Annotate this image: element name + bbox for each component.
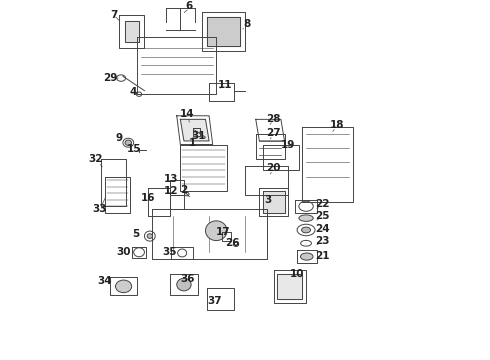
Ellipse shape bbox=[300, 253, 313, 260]
Text: 5: 5 bbox=[132, 229, 139, 239]
Ellipse shape bbox=[147, 234, 152, 238]
Text: 32: 32 bbox=[89, 154, 103, 164]
Text: 30: 30 bbox=[117, 247, 131, 257]
Text: 8: 8 bbox=[243, 19, 250, 29]
Ellipse shape bbox=[299, 215, 313, 221]
Text: 14: 14 bbox=[180, 109, 195, 119]
Text: 6: 6 bbox=[186, 1, 193, 11]
Polygon shape bbox=[124, 21, 139, 42]
Polygon shape bbox=[277, 274, 302, 299]
Text: 34: 34 bbox=[97, 276, 112, 286]
Text: 9: 9 bbox=[115, 133, 122, 143]
Text: 31: 31 bbox=[191, 131, 206, 140]
Ellipse shape bbox=[116, 280, 132, 293]
Text: 26: 26 bbox=[225, 238, 240, 248]
Text: 2: 2 bbox=[180, 185, 188, 195]
Text: 37: 37 bbox=[207, 296, 222, 306]
Polygon shape bbox=[263, 191, 285, 213]
Text: 27: 27 bbox=[266, 128, 280, 138]
Text: 1: 1 bbox=[189, 139, 196, 148]
Text: 17: 17 bbox=[216, 227, 231, 237]
Ellipse shape bbox=[177, 278, 191, 291]
Text: 24: 24 bbox=[315, 224, 330, 234]
Text: 10: 10 bbox=[290, 269, 304, 279]
Text: 22: 22 bbox=[315, 199, 329, 209]
Text: 16: 16 bbox=[141, 193, 155, 203]
Ellipse shape bbox=[125, 140, 131, 145]
Text: 36: 36 bbox=[180, 274, 195, 284]
Text: 12: 12 bbox=[164, 186, 179, 196]
Ellipse shape bbox=[205, 221, 227, 240]
Text: 13: 13 bbox=[164, 174, 179, 184]
Text: 21: 21 bbox=[315, 251, 329, 261]
Text: 3: 3 bbox=[265, 195, 272, 205]
Text: 7: 7 bbox=[110, 10, 118, 20]
Text: 35: 35 bbox=[162, 247, 177, 257]
Text: 33: 33 bbox=[92, 204, 107, 214]
Text: 29: 29 bbox=[103, 73, 118, 83]
Text: 23: 23 bbox=[315, 237, 329, 247]
Text: 18: 18 bbox=[329, 120, 344, 130]
Text: 15: 15 bbox=[126, 144, 141, 154]
Text: 28: 28 bbox=[267, 114, 281, 123]
Text: 25: 25 bbox=[315, 211, 329, 221]
Polygon shape bbox=[180, 120, 209, 141]
Ellipse shape bbox=[301, 227, 311, 233]
Text: 19: 19 bbox=[281, 140, 295, 149]
Text: 20: 20 bbox=[267, 163, 281, 173]
Text: 4: 4 bbox=[130, 87, 137, 98]
Text: 11: 11 bbox=[218, 80, 232, 90]
Polygon shape bbox=[207, 17, 240, 46]
